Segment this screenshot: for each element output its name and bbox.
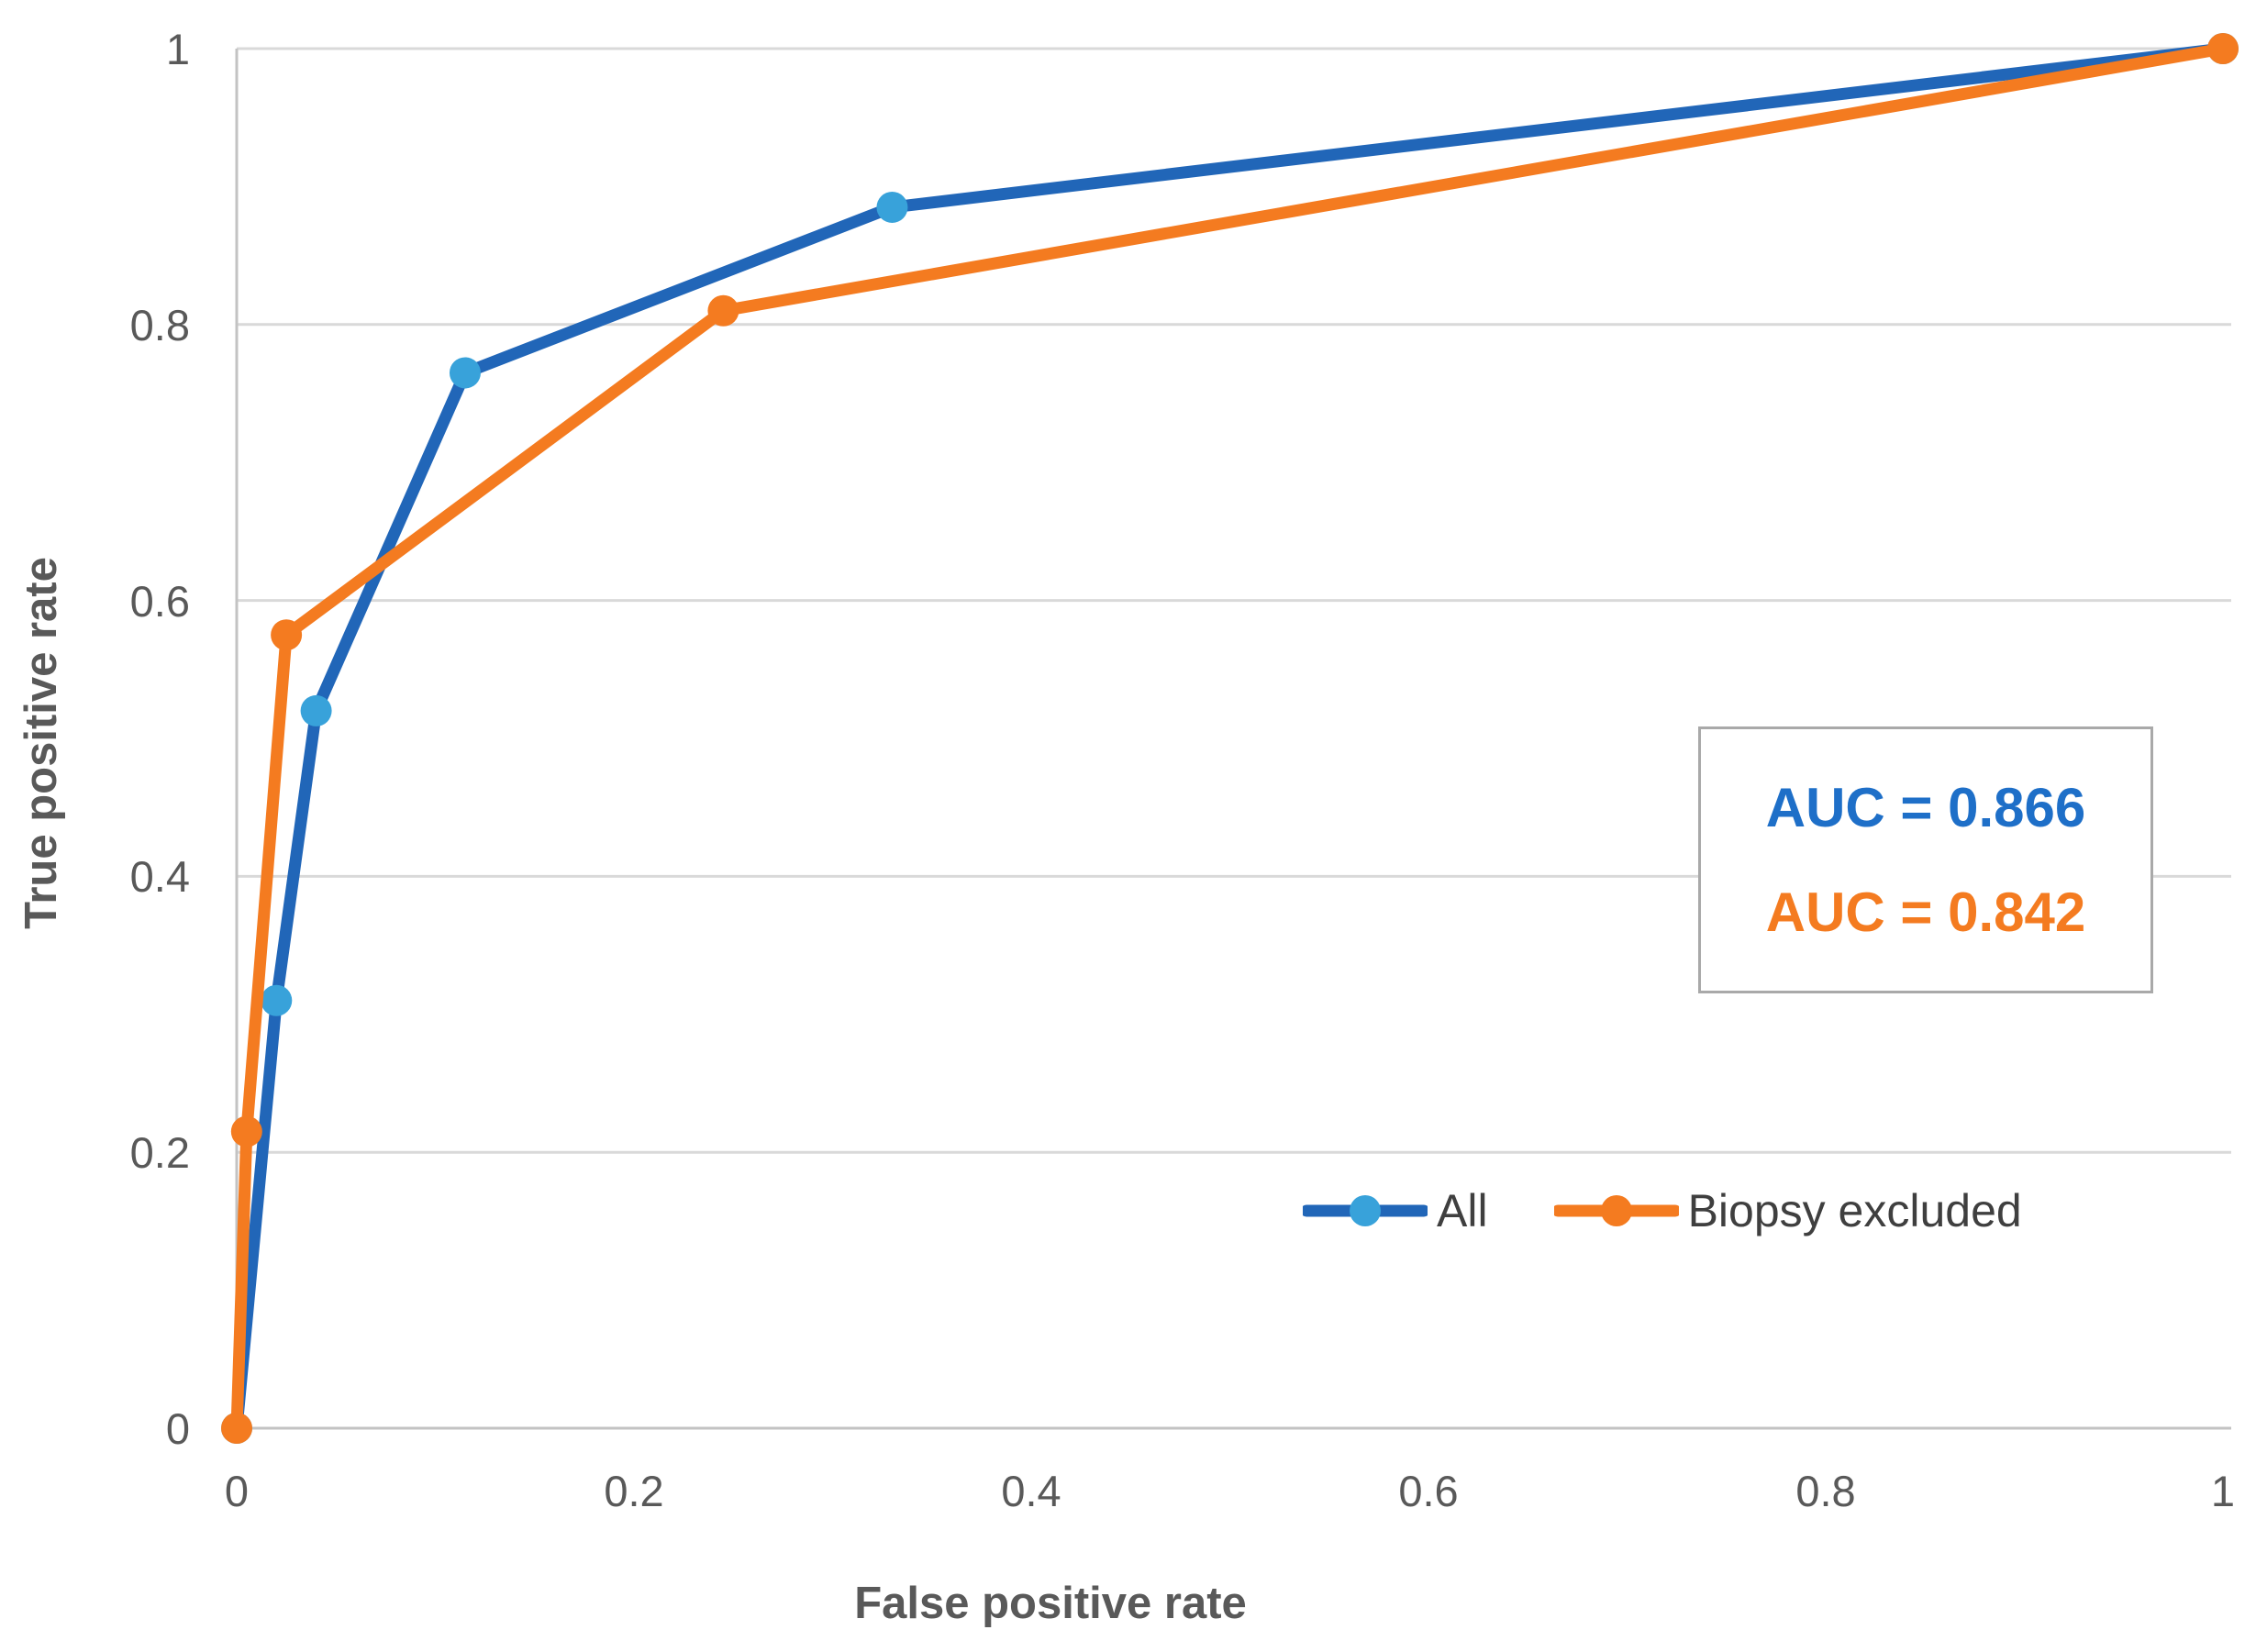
marker-all-3	[449, 357, 481, 389]
all-series-swatch-icon	[1303, 1195, 1428, 1226]
auc-value-biopsy-excluded: AUC = 0.842	[1765, 881, 2086, 943]
legend-label-all: All	[1437, 1185, 1488, 1236]
legend-item-all[interactable]: All	[1303, 1181, 1488, 1240]
y-axis-title: True positive rate	[17, 557, 66, 929]
biopsy-excluded-series-swatch-icon	[1553, 1195, 1679, 1226]
series-line-all	[230, 42, 2229, 1435]
series-curves	[221, 33, 2239, 1444]
marker-biopsy-excluded-3	[707, 294, 739, 327]
legend-label-biopsy-excluded: Biopsy excluded	[1687, 1185, 2022, 1236]
marker-all-4	[876, 191, 908, 223]
marker-biopsy-excluded-1	[230, 1115, 262, 1148]
auc-value-all: AUC = 0.866	[1765, 776, 2086, 838]
auc-annotation-box: AUC = 0.866 AUC = 0.842	[1698, 726, 2153, 993]
marker-all-1	[261, 984, 293, 1016]
marker-biopsy-excluded-0	[221, 1413, 252, 1444]
x-axis-title: False positive rate	[854, 1579, 1247, 1628]
legend-item-biopsy-excluded[interactable]: Biopsy excluded	[1553, 1181, 2022, 1240]
marker-biopsy-excluded-2	[271, 619, 303, 651]
legend: All Biopsy excluded	[1303, 1179, 2022, 1243]
axis-lines	[235, 49, 2231, 1430]
marker-all-2	[300, 694, 332, 726]
marker-biopsy-excluded-4	[2207, 33, 2239, 64]
